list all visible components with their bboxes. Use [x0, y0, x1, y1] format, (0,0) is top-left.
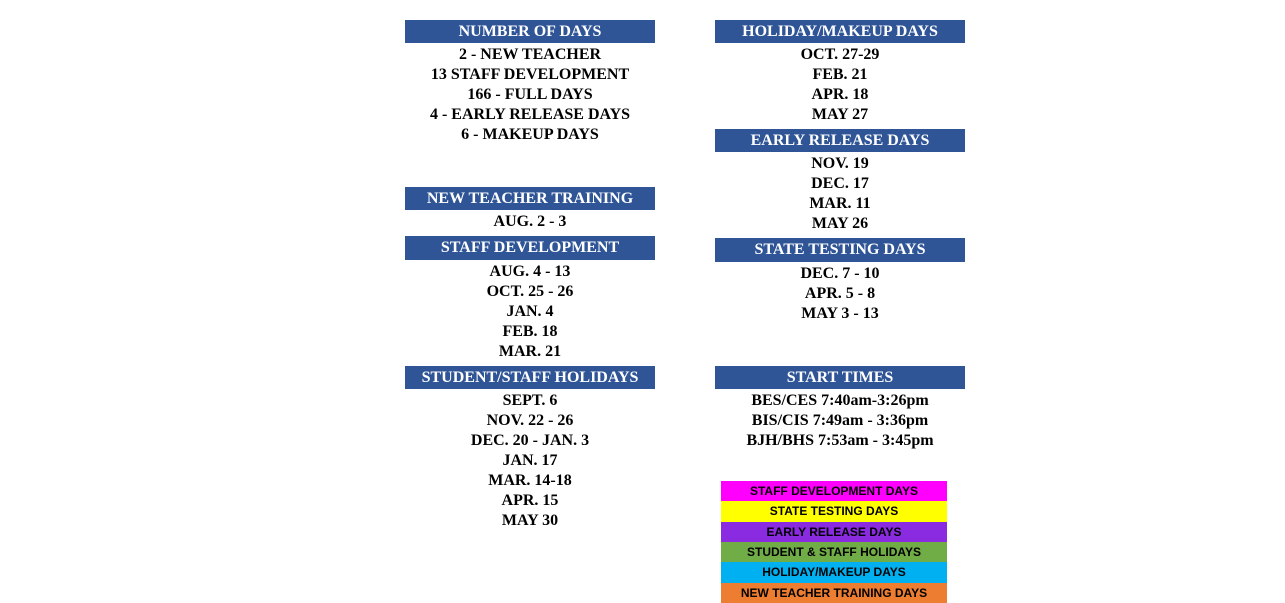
body-staff-development: AUG. 4 - 13 OCT. 25 - 26 JAN. 4 FEB. 18 … — [405, 260, 655, 364]
item: DEC. 20 - JAN. 3 — [405, 431, 655, 451]
body-number-of-days: 2 - NEW TEACHER 13 STAFF DEVELOPMENT 166… — [405, 43, 655, 147]
header-new-teacher-training: NEW TEACHER TRAINING — [405, 187, 655, 210]
item: NOV. 19 — [715, 154, 965, 174]
item: FEB. 21 — [715, 65, 965, 85]
header-staff-development: STAFF DEVELOPMENT — [405, 236, 655, 259]
item: MAY 30 — [405, 511, 655, 531]
item: AUG. 2 - 3 — [405, 212, 655, 232]
body-student-staff-holidays: SEPT. 6 NOV. 22 - 26 DEC. 20 - JAN. 3 JA… — [405, 389, 655, 533]
item: OCT. 27-29 — [715, 45, 965, 65]
item: APR. 18 — [715, 85, 965, 105]
item: MAR. 21 — [405, 342, 655, 362]
header-early-release: EARLY RELEASE DAYS — [715, 129, 965, 152]
item: BES/CES 7:40am-3:26pm — [715, 391, 965, 411]
item: NOV. 22 - 26 — [405, 411, 655, 431]
body-holiday-makeup: OCT. 27-29 FEB. 21 APR. 18 MAY 27 — [715, 43, 965, 127]
item: MAY 27 — [715, 105, 965, 125]
item: APR. 15 — [405, 491, 655, 511]
item: 166 - FULL DAYS — [405, 85, 655, 105]
body-start-times: BES/CES 7:40am-3:26pm BIS/CIS 7:49am - 3… — [715, 389, 965, 453]
item: 2 - NEW TEACHER — [405, 45, 655, 65]
item: BJH/BHS 7:53am - 3:45pm — [715, 431, 965, 451]
item: AUG. 4 - 13 — [405, 262, 655, 282]
item: 4 - EARLY RELEASE DAYS — [405, 105, 655, 125]
header-start-times: START TIMES — [715, 366, 965, 389]
item: OCT. 25 - 26 — [405, 282, 655, 302]
legend-holiday-makeup: HOLIDAY/MAKEUP DAYS — [721, 562, 947, 582]
calendar-info-container: NUMBER OF DAYS 2 - NEW TEACHER 13 STAFF … — [0, 0, 1285, 603]
item: MAR. 11 — [715, 194, 965, 214]
legend-student-staff-holidays: STUDENT & STAFF HOLIDAYS — [721, 542, 947, 562]
header-student-staff-holidays: STUDENT/STAFF HOLIDAYS — [405, 366, 655, 389]
body-new-teacher-training: AUG. 2 - 3 — [405, 210, 655, 234]
column-left: NUMBER OF DAYS 2 - NEW TEACHER 13 STAFF … — [405, 20, 655, 603]
column-right: HOLIDAY/MAKEUP DAYS OCT. 27-29 FEB. 21 A… — [715, 20, 965, 603]
legend-box: STAFF DEVELOPMENT DAYS STATE TESTING DAY… — [721, 481, 947, 603]
item: JAN. 17 — [405, 451, 655, 471]
legend-new-teacher-training: NEW TEACHER TRAINING DAYS — [721, 583, 947, 603]
item: DEC. 17 — [715, 174, 965, 194]
item: SEPT. 6 — [405, 391, 655, 411]
item: JAN. 4 — [405, 302, 655, 322]
item: APR. 5 - 8 — [715, 284, 965, 304]
header-holiday-makeup: HOLIDAY/MAKEUP DAYS — [715, 20, 965, 43]
item: BIS/CIS 7:49am - 3:36pm — [715, 411, 965, 431]
legend-staff-development: STAFF DEVELOPMENT DAYS — [721, 481, 947, 501]
item: MAR. 14-18 — [405, 471, 655, 491]
body-state-testing: DEC. 7 - 10 APR. 5 - 8 MAY 3 - 13 — [715, 262, 965, 326]
item: 13 STAFF DEVELOPMENT — [405, 65, 655, 85]
header-state-testing: STATE TESTING DAYS — [715, 238, 965, 261]
item: MAY 3 - 13 — [715, 304, 965, 324]
legend-early-release: EARLY RELEASE DAYS — [721, 522, 947, 542]
legend-state-testing: STATE TESTING DAYS — [721, 501, 947, 521]
body-early-release: NOV. 19 DEC. 17 MAR. 11 MAY 26 — [715, 152, 965, 236]
item: DEC. 7 - 10 — [715, 264, 965, 284]
header-number-of-days: NUMBER OF DAYS — [405, 20, 655, 43]
item: MAY 26 — [715, 214, 965, 234]
item: FEB. 18 — [405, 322, 655, 342]
item: 6 - MAKEUP DAYS — [405, 125, 655, 145]
